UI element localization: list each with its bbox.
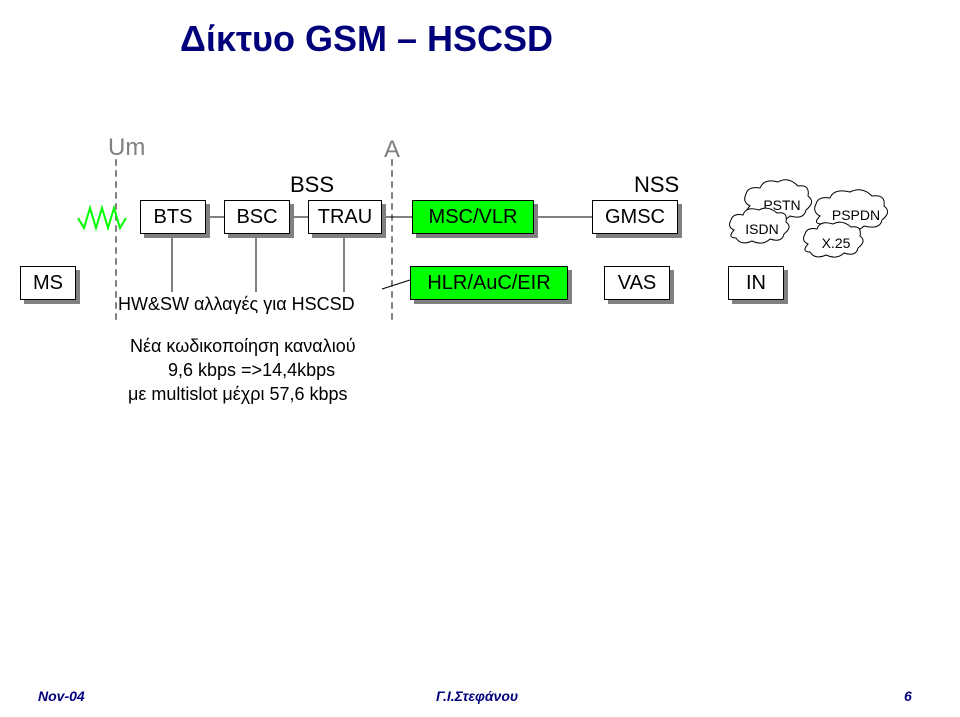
vas-label: VAS — [618, 272, 657, 295]
note-line-0: Νέα κωδικοποίηση καναλιού — [130, 336, 356, 357]
cloud-x25: X.25 — [804, 222, 864, 257]
mscvlr-box: MSC/VLR — [412, 200, 534, 234]
bsc-label: BSC — [236, 206, 277, 229]
bsc-box: BSC — [224, 200, 290, 234]
trau-box: TRAU — [308, 200, 382, 234]
slide: Δίκτυο GSM – HSCSD Um A BSS NSS PSTN PSP… — [0, 0, 960, 717]
in-label: IN — [746, 272, 766, 295]
hlr-box: HLR/AuC/EIR — [410, 266, 568, 300]
note-line-2: με multislot μέχρι 57,6 kbps — [128, 384, 348, 405]
ms-label: MS — [33, 272, 63, 295]
footer-center: Γ.Ι.Στεφάνου — [436, 688, 518, 704]
bts-label: BTS — [154, 206, 193, 229]
ms-box: MS — [20, 266, 76, 300]
connector-layer: PSTN PSPDN ISDN X.25 — [0, 0, 960, 717]
footer-right: 6 — [904, 688, 912, 704]
cloud-pspdn-label: PSPDN — [832, 207, 880, 223]
trau-label: TRAU — [318, 206, 372, 229]
cloud-x25-label: X.25 — [822, 235, 851, 251]
footer-left: Νοv-04 — [38, 688, 85, 704]
hlr-label: HLR/AuC/EIR — [427, 272, 550, 295]
note-line-1: 9,6 kbps =>14,4kbps — [168, 360, 335, 381]
cloud-isdn-label: ISDN — [745, 221, 778, 237]
vas-box: VAS — [604, 266, 670, 300]
bts-box: BTS — [140, 200, 206, 234]
in-box: IN — [728, 266, 784, 300]
gmsc-label: GMSC — [605, 206, 665, 229]
gmsc-box: GMSC — [592, 200, 678, 234]
mscvlr-label: MSC/VLR — [429, 206, 518, 229]
bss-drop-caption: HW&SW αλλαγές για HSCSD — [118, 294, 355, 315]
cloud-isdn: ISDN — [730, 208, 790, 243]
